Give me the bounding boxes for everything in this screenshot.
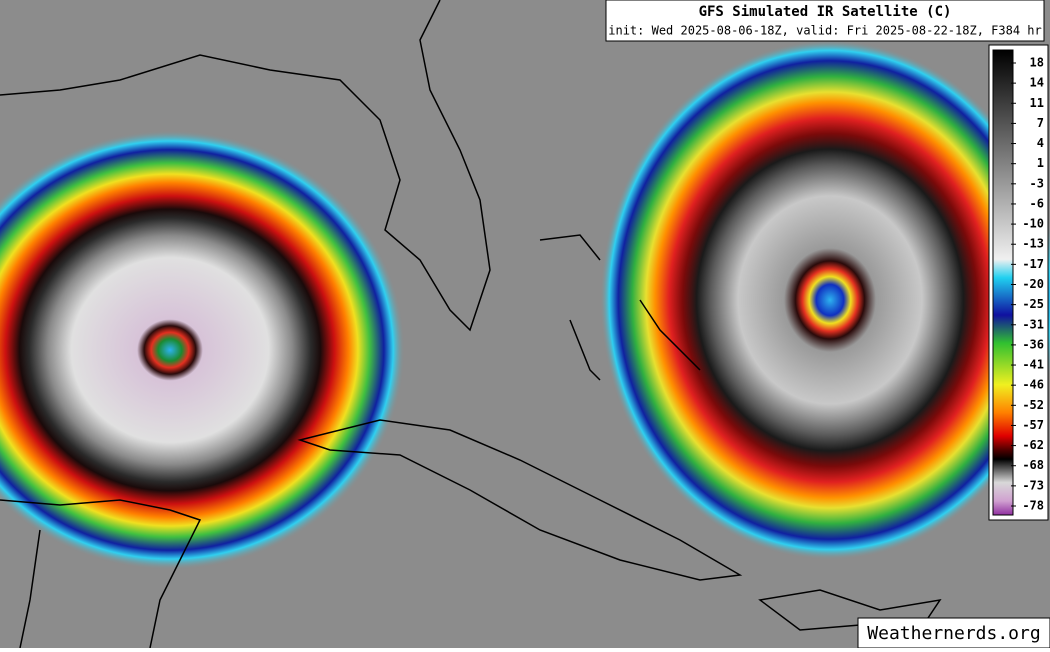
colorbar-label: -13 xyxy=(1022,237,1044,251)
colorbar-label: -25 xyxy=(1022,297,1044,311)
colorbar-label: -31 xyxy=(1022,317,1044,331)
colorbar-label: -46 xyxy=(1022,378,1044,392)
colorbar-label: -3 xyxy=(1030,176,1044,190)
title-box: GFS Simulated IR Satellite (C) init: Wed… xyxy=(605,0,1045,42)
colorbar-label: -52 xyxy=(1022,398,1044,412)
colorbar-label: -6 xyxy=(1030,196,1044,210)
colorbar-label: 11 xyxy=(1030,96,1044,110)
storm-east xyxy=(600,40,1050,560)
colorbar-label: -17 xyxy=(1022,257,1044,271)
storm-west xyxy=(0,130,405,570)
colorbar: 18 14 11 7 4 1 -3 -6 -10 -13 -17 -20 -25 -31 -36 -41 -46… xyxy=(988,44,1049,521)
credit: Weathernerds.org xyxy=(867,623,1040,644)
credit-box: Weathernerds.org xyxy=(857,617,1050,649)
title: GFS Simulated IR Satellite (C) xyxy=(699,4,952,20)
colorbar-label: 14 xyxy=(1030,76,1044,90)
colorbar-label: 7 xyxy=(1037,116,1044,130)
colorbar-label: -20 xyxy=(1022,277,1044,291)
colorbar-label: -36 xyxy=(1022,337,1044,351)
colorbar-label: 1 xyxy=(1037,156,1044,170)
colorbar-label: -41 xyxy=(1022,358,1044,372)
colorbar-label: -68 xyxy=(1022,458,1044,472)
colorbar-label: -73 xyxy=(1022,478,1044,492)
coastlines xyxy=(0,0,942,649)
colorbar-label: 4 xyxy=(1037,136,1044,150)
colorbar-label: 18 xyxy=(1030,56,1044,70)
colorbar-label: -62 xyxy=(1022,438,1044,452)
colorbar-label: -57 xyxy=(1022,418,1044,432)
subtitle: init: Wed 2025-08-06-18Z, valid: Fri 202… xyxy=(608,24,1041,38)
colorbar-label: -78 xyxy=(1022,499,1044,513)
colorbar-label: -10 xyxy=(1022,217,1044,231)
